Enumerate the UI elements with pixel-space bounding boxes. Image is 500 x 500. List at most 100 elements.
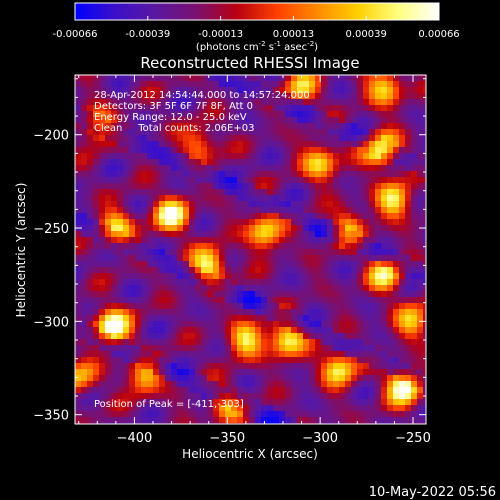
heatmap-cell	[381, 189, 387, 195]
heatmap-cell	[93, 243, 99, 249]
heatmap-cell	[81, 249, 87, 255]
heatmap-cell	[309, 93, 315, 99]
heatmap-cell	[195, 87, 201, 93]
heatmap-cell	[351, 183, 357, 189]
heatmap-cell	[357, 351, 363, 357]
heatmap-cell	[207, 117, 213, 123]
heatmap-cell	[201, 171, 207, 177]
heatmap-cell	[369, 321, 375, 327]
heatmap-cell	[387, 381, 393, 387]
heatmap-cell	[123, 405, 129, 411]
heatmap-cell	[159, 159, 165, 165]
heatmap-cell	[237, 87, 243, 93]
heatmap-cell	[111, 375, 117, 381]
heatmap-cell	[183, 375, 189, 381]
heatmap-cell	[333, 117, 339, 123]
heatmap-cell	[195, 279, 201, 285]
heatmap-cell	[417, 237, 423, 243]
heatmap-cell	[369, 357, 375, 363]
heatmap-cell	[279, 189, 285, 195]
heatmap-cell	[399, 75, 405, 81]
colorbar-tick-label: 0.00039	[346, 29, 387, 40]
heatmap-cell	[147, 267, 153, 273]
heatmap-cell	[369, 399, 375, 405]
heatmap-cell	[387, 249, 393, 255]
heatmap-cell	[99, 309, 105, 315]
heatmap-cell	[87, 93, 93, 99]
heatmap-cell	[183, 105, 189, 111]
heatmap-cell	[141, 237, 147, 243]
heatmap-cell	[195, 153, 201, 159]
heatmap-cell	[153, 105, 159, 111]
heatmap-cell	[93, 411, 99, 417]
heatmap-cell	[153, 255, 159, 261]
heatmap-cell	[123, 297, 129, 303]
heatmap-cell	[309, 249, 315, 255]
heatmap-cell	[273, 393, 279, 399]
heatmap-cell	[405, 411, 411, 417]
heatmap-cell	[183, 141, 189, 147]
heatmap-cell	[411, 417, 417, 423]
heatmap-cell	[351, 123, 357, 129]
heatmap-cell	[75, 417, 81, 423]
heatmap-cell	[363, 309, 369, 315]
heatmap-cell	[303, 237, 309, 243]
heatmap-cell	[87, 285, 93, 291]
heatmap-cell	[291, 99, 297, 105]
heatmap-cell	[105, 177, 111, 183]
heatmap-cell	[267, 153, 273, 159]
heatmap-cell	[141, 339, 147, 345]
heatmap-cell	[417, 171, 423, 177]
heatmap-cell	[345, 309, 351, 315]
heatmap-cell	[405, 195, 411, 201]
heatmap-cell	[219, 279, 225, 285]
heatmap-cell	[123, 231, 129, 237]
heatmap-cell	[363, 273, 369, 279]
heatmap-cell	[267, 171, 273, 177]
heatmap-cell	[87, 105, 93, 111]
heatmap-cell	[93, 231, 99, 237]
heatmap-cell	[195, 327, 201, 333]
heatmap-cell	[159, 333, 165, 339]
heatmap-cell	[351, 357, 357, 363]
heatmap-cell	[99, 291, 105, 297]
heatmap-cell	[285, 333, 291, 339]
heatmap-cell	[357, 387, 363, 393]
heatmap-cell	[363, 393, 369, 399]
heatmap-cell	[87, 243, 93, 249]
heatmap-cell	[147, 219, 153, 225]
heatmap-cell	[357, 315, 363, 321]
heatmap-cell	[153, 135, 159, 141]
heatmap-cell	[93, 387, 99, 393]
heatmap-cell	[351, 273, 357, 279]
heatmap-cell	[177, 81, 183, 87]
heatmap-cell	[357, 225, 363, 231]
heatmap-cell	[93, 201, 99, 207]
heatmap-cell	[87, 357, 93, 363]
heatmap-cell	[285, 267, 291, 273]
heatmap-cell	[213, 171, 219, 177]
heatmap-cell	[279, 321, 285, 327]
heatmap-cell	[333, 189, 339, 195]
heatmap-cell	[213, 255, 219, 261]
heatmap-cell	[159, 285, 165, 291]
heatmap-cell	[105, 303, 111, 309]
heatmap-cell	[153, 225, 159, 231]
heatmap-cell	[111, 291, 117, 297]
heatmap-cell	[417, 183, 423, 189]
heatmap-cell	[267, 135, 273, 141]
heatmap-cell	[135, 273, 141, 279]
heatmap-cell	[189, 339, 195, 345]
heatmap-cell	[273, 153, 279, 159]
heatmap-cell	[357, 219, 363, 225]
heatmap-cell	[123, 177, 129, 183]
heatmap-cell	[189, 141, 195, 147]
heatmap-cell	[171, 405, 177, 411]
heatmap-cell	[273, 285, 279, 291]
heatmap-cell	[117, 345, 123, 351]
heatmap-cell	[351, 81, 357, 87]
heatmap-cell	[345, 417, 351, 423]
annotation-line-4: Clean Total counts: 2.06E+03	[94, 123, 254, 134]
heatmap-cell	[231, 243, 237, 249]
heatmap-cell	[339, 123, 345, 129]
